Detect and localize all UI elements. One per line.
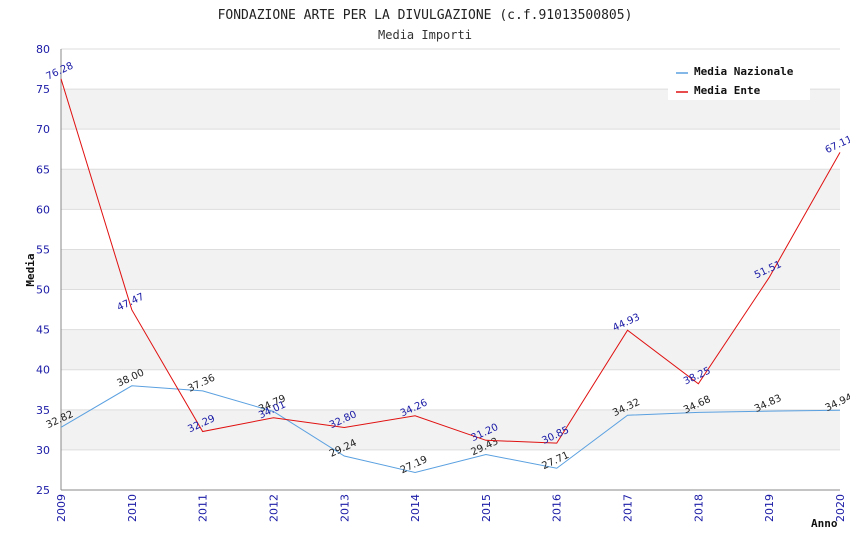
x-tick-label: 2016 bbox=[551, 494, 564, 522]
grid-band bbox=[61, 449, 840, 490]
y-tick-label: 55 bbox=[36, 243, 50, 256]
y-tick-label: 40 bbox=[36, 364, 50, 377]
axes bbox=[60, 49, 840, 491]
y-tick-label: 65 bbox=[36, 163, 50, 176]
x-axis-label: Anno bbox=[811, 517, 838, 530]
y-tick-label: 45 bbox=[36, 324, 50, 337]
y-tick-label: 60 bbox=[36, 203, 50, 216]
x-tick-label: 2010 bbox=[126, 494, 139, 522]
y-tick-labels: 25 30 35 40 45 50 55 60 65 70 75 80 bbox=[36, 43, 50, 497]
legend-label-media-ente: Media Ente bbox=[694, 84, 761, 97]
chart-subtitle: Media Importi bbox=[378, 28, 472, 42]
legend-label-media-nazionale: Media Nazionale bbox=[694, 65, 794, 78]
legend-box bbox=[668, 58, 810, 100]
grid-band bbox=[61, 289, 840, 330]
y-tick-label: 35 bbox=[36, 404, 50, 417]
y-tick-label: 30 bbox=[36, 444, 50, 457]
x-tick-label: 2020 bbox=[834, 494, 847, 522]
chart-title: FONDAZIONE ARTE PER LA DIVULGAZIONE (c.f… bbox=[218, 8, 633, 23]
series-line-media-nazionale bbox=[60, 385, 841, 473]
x-tick-label: 2014 bbox=[409, 494, 422, 522]
grid-band bbox=[61, 209, 840, 250]
y-tick-label: 70 bbox=[36, 123, 50, 136]
y-tick-label: 80 bbox=[36, 43, 50, 56]
x-tick-label: 2015 bbox=[480, 494, 493, 522]
x-tick-label: 2012 bbox=[267, 494, 280, 522]
x-tick-label: 2013 bbox=[338, 494, 351, 522]
x-tick-label: 2009 bbox=[55, 494, 68, 522]
y-tick-label: 25 bbox=[36, 484, 50, 497]
grid-bands bbox=[61, 48, 840, 491]
legend: Media Nazionale Media Ente bbox=[668, 58, 810, 100]
grid-band bbox=[61, 169, 840, 210]
x-tick-labels: 2009 2010 2011 2012 2013 2014 2015 2016 2017 2018… bbox=[55, 494, 847, 522]
x-tick-label: 2017 bbox=[622, 494, 635, 522]
grid-band bbox=[61, 249, 840, 290]
grid-band bbox=[61, 129, 840, 170]
x-tick-label: 2019 bbox=[763, 494, 776, 522]
x-tick-label: 2018 bbox=[692, 494, 705, 522]
x-tick-label: 2011 bbox=[197, 494, 210, 522]
grid-band bbox=[61, 329, 840, 370]
y-tick-label: 50 bbox=[36, 284, 50, 297]
y-tick-label: 75 bbox=[36, 83, 50, 96]
series-line-media-ente bbox=[60, 78, 841, 444]
y-axis-label: Media bbox=[24, 253, 37, 286]
grid-band bbox=[61, 409, 840, 450]
